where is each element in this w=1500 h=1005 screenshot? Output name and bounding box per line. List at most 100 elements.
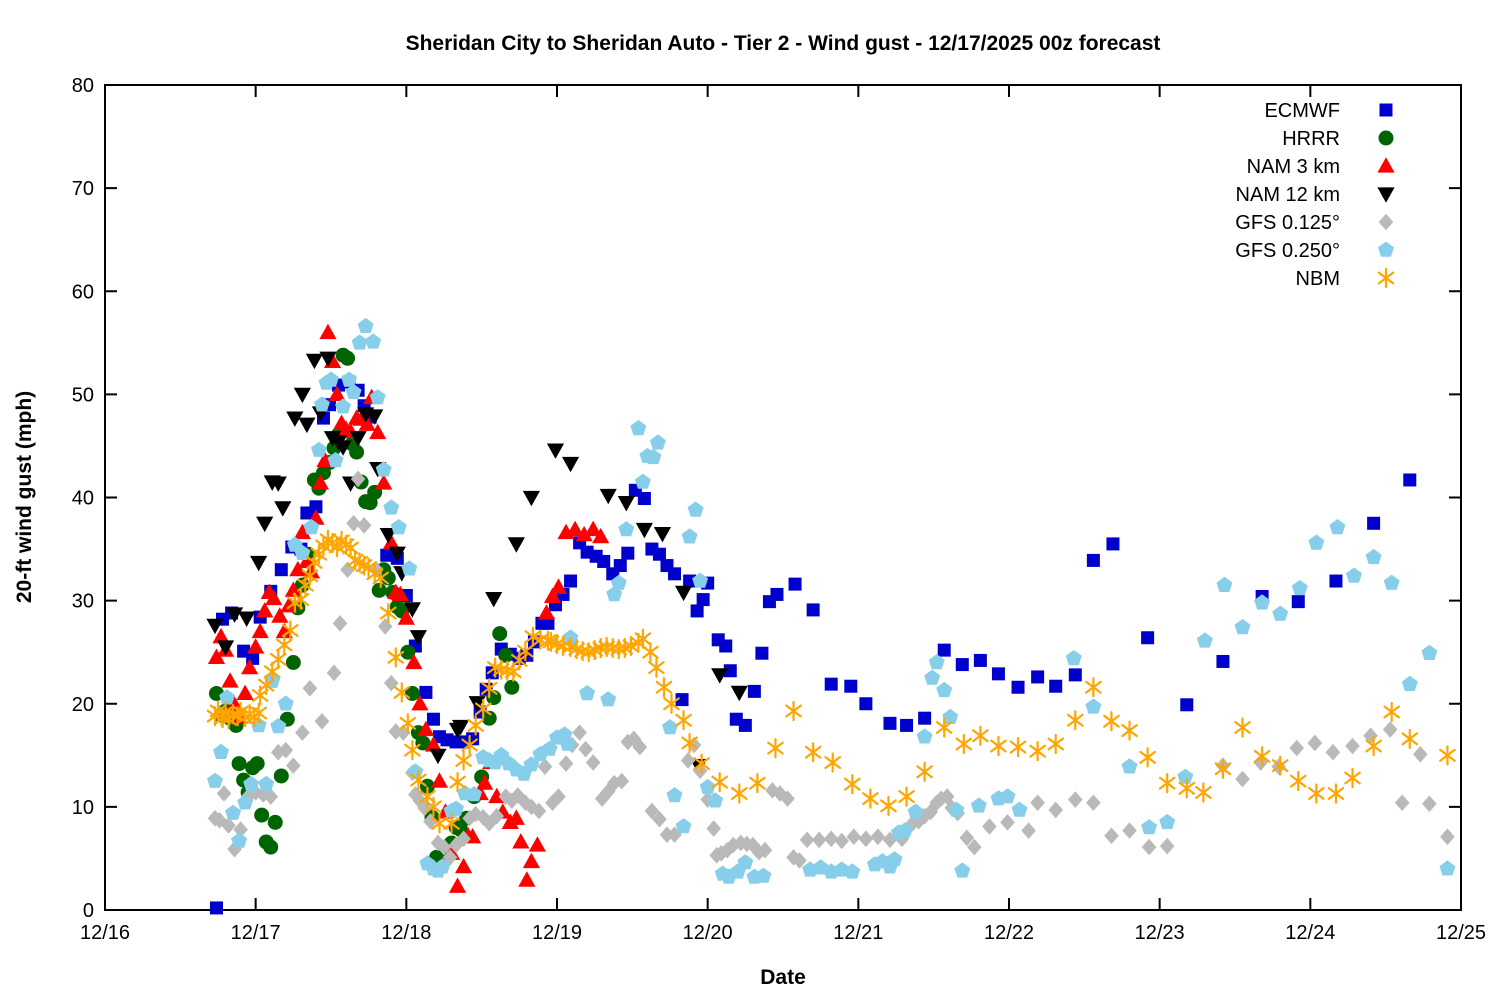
data-point-marker bbox=[618, 521, 635, 537]
data-point-marker bbox=[408, 786, 423, 803]
y-tick-label: 60 bbox=[72, 281, 94, 303]
data-point-marker bbox=[393, 682, 411, 703]
x-tick-label: 12/22 bbox=[984, 922, 1034, 944]
data-point-marker bbox=[358, 415, 376, 431]
data-point-marker bbox=[286, 411, 304, 427]
data-point-marker bbox=[844, 774, 861, 795]
data-point-marker bbox=[655, 677, 673, 698]
data-point-marker bbox=[687, 501, 704, 517]
data-point-marker bbox=[788, 577, 802, 591]
data-point-marker bbox=[1421, 644, 1438, 660]
data-point-marker bbox=[419, 685, 433, 699]
data-point-marker bbox=[543, 587, 562, 604]
data-point-marker bbox=[449, 772, 466, 793]
data-point-marker bbox=[1011, 680, 1025, 694]
data-point-marker bbox=[757, 841, 773, 859]
data-point-marker bbox=[745, 836, 761, 854]
data-point-marker bbox=[314, 712, 330, 730]
data-point-marker bbox=[880, 795, 897, 816]
data-point-marker bbox=[730, 685, 748, 702]
data-point-marker bbox=[749, 773, 766, 794]
data-point-marker bbox=[579, 685, 596, 701]
data-point-marker bbox=[351, 334, 368, 350]
data-point-marker bbox=[430, 772, 449, 788]
data-point-marker bbox=[955, 733, 973, 755]
data-point-marker bbox=[537, 758, 553, 775]
data-point-marker bbox=[990, 735, 1007, 757]
data-point-marker bbox=[442, 849, 458, 866]
data-point-marker bbox=[1367, 516, 1381, 530]
data-point-marker bbox=[897, 822, 913, 838]
data-point-marker bbox=[690, 604, 704, 618]
data-point-marker bbox=[585, 754, 601, 771]
data-point-marker bbox=[277, 695, 294, 711]
data-point-marker bbox=[371, 582, 387, 598]
data-point-marker bbox=[792, 852, 807, 869]
data-point-marker bbox=[566, 520, 584, 537]
data-point-marker bbox=[524, 626, 542, 647]
data-point-marker bbox=[666, 787, 683, 803]
data-point-marker bbox=[349, 444, 365, 460]
y-tick-label: 10 bbox=[72, 797, 94, 819]
data-point-marker bbox=[844, 679, 858, 693]
data-point-marker bbox=[368, 561, 384, 578]
data-point-marker bbox=[476, 774, 494, 790]
data-point-marker bbox=[1403, 473, 1417, 487]
legend-marker-square-icon bbox=[1379, 103, 1393, 117]
legend-marker-diamond-icon bbox=[1378, 213, 1394, 231]
plot-axes: 12/16 12/17 12/18 12/19 12/20 12/21 12/22 12/23… bbox=[72, 75, 1486, 944]
data-point-marker bbox=[423, 813, 438, 830]
data-point-marker bbox=[637, 492, 651, 506]
data-point-marker bbox=[461, 734, 478, 756]
data-point-marker bbox=[1011, 801, 1028, 817]
data-point-marker bbox=[900, 718, 914, 732]
data-point-marker bbox=[584, 520, 602, 537]
data-point-marker bbox=[755, 646, 769, 660]
data-point-marker bbox=[448, 877, 467, 893]
data-point-marker bbox=[935, 717, 953, 738]
data-point-marker bbox=[1106, 537, 1120, 551]
data-point-marker bbox=[1382, 721, 1398, 738]
data-point-marker bbox=[510, 787, 526, 804]
legend-marker-triangle-down-icon bbox=[1377, 187, 1395, 203]
data-point-marker bbox=[319, 351, 337, 368]
data-point-marker bbox=[1085, 698, 1102, 714]
data-point-marker bbox=[466, 786, 483, 802]
data-point-marker bbox=[305, 353, 324, 370]
data-point-marker bbox=[648, 657, 665, 678]
data-point-marker bbox=[292, 589, 310, 610]
y-axis-title: 20-ft wind gust (mph) bbox=[13, 391, 36, 603]
data-point-marker bbox=[481, 815, 497, 832]
data-point-marker bbox=[311, 441, 327, 457]
data-point-marker bbox=[263, 661, 281, 682]
data-point-marker bbox=[681, 732, 698, 754]
data-point-marker bbox=[1344, 767, 1361, 789]
data-point-marker bbox=[425, 796, 442, 817]
data-point-marker bbox=[617, 496, 635, 512]
data-point-marker bbox=[858, 830, 874, 848]
data-point-marker bbox=[559, 735, 576, 751]
data-point-marker bbox=[561, 456, 580, 473]
data-point-marker bbox=[799, 831, 815, 849]
data-point-marker bbox=[1141, 819, 1158, 835]
legend-label-ecmwf: ECMWF bbox=[1264, 100, 1340, 122]
data-point-marker bbox=[249, 756, 265, 772]
data-point-marker bbox=[1289, 739, 1305, 757]
data-point-marker bbox=[663, 693, 680, 714]
data-point-marker bbox=[541, 616, 555, 630]
data-point-marker bbox=[546, 443, 565, 459]
data-point-marker bbox=[948, 801, 965, 817]
data-point-marker bbox=[1031, 670, 1045, 684]
data-point-marker bbox=[377, 618, 393, 635]
data-point-marker bbox=[231, 832, 248, 848]
data-point-marker bbox=[1346, 567, 1362, 583]
data-point-marker bbox=[225, 607, 244, 623]
data-point-marker bbox=[1394, 794, 1410, 812]
data-point-marker bbox=[1253, 746, 1271, 767]
data-point-marker bbox=[1049, 679, 1063, 693]
data-point-marker bbox=[328, 385, 346, 401]
data-point-marker bbox=[369, 423, 387, 440]
data-point-marker bbox=[397, 609, 415, 625]
data-point-marker bbox=[454, 857, 473, 874]
data-point-marker bbox=[216, 785, 232, 802]
